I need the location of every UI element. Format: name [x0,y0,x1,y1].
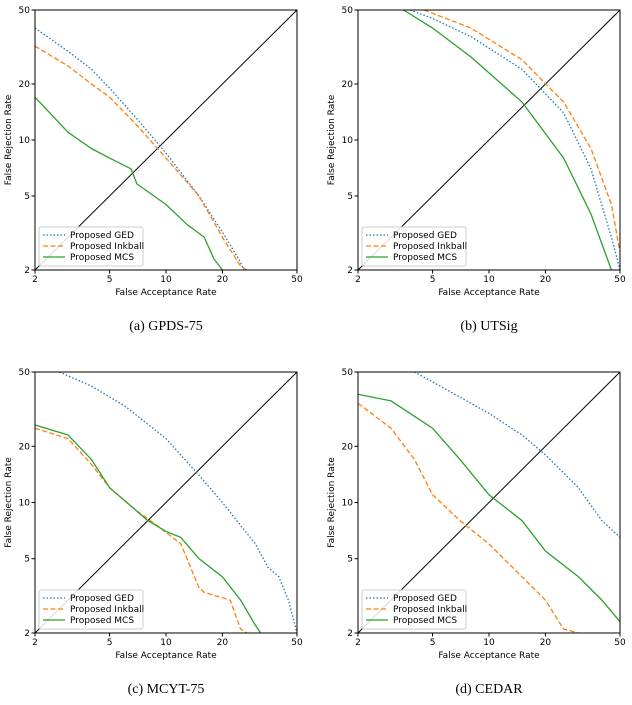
series-line [414,371,621,538]
x-axis-label: False Acceptance Rate [115,288,217,298]
plot-frame [34,9,298,271]
legend-label: Proposed Inkball [393,605,467,615]
x-axis-label: False Acceptance Rate [115,651,217,661]
legend-label: Proposed MCS [70,616,134,626]
series-line [403,9,613,271]
caption: (c) MCYT-75 [128,682,205,697]
x-tick-label: 2 [32,275,38,285]
y-tick-label: 10 [19,499,31,509]
y-tick-label: 20 [342,80,354,90]
y-tick-label: 20 [342,442,354,452]
y-axis-label: False Rejection Rate [4,94,14,185]
y-tick-label: 10 [342,499,354,509]
legend-box [361,226,467,267]
y-tick-label: 50 [19,6,31,16]
x-tick-label: 10 [160,275,172,285]
caption: (b) UTSig [460,319,517,334]
series-line [357,393,621,623]
x-tick-label: 10 [483,275,495,285]
legend-box [38,589,144,630]
legend-label: Proposed GED [70,231,134,241]
y-tick-label: 2 [24,629,30,639]
x-tick-label: 5 [430,275,436,285]
series-line [410,9,621,271]
plot-frame [357,371,621,634]
series-line [34,424,262,634]
y-tick-label: 10 [342,136,354,146]
plot-frame [357,9,621,271]
y-tick-label: 5 [24,555,30,565]
legend-label: Proposed GED [393,594,457,604]
y-axis-label: False Rejection Rate [4,457,14,548]
x-tick-label: 20 [540,638,552,648]
y-tick-label: 2 [347,629,353,639]
legend-box [38,226,144,267]
x-tick-label: 2 [32,638,38,648]
y-tick-label: 2 [347,266,353,276]
plot-frame [34,371,298,634]
y-tick-label: 5 [347,555,353,565]
series-line [423,9,621,253]
legend-box [361,589,467,630]
legend-label: Proposed MCS [393,253,457,263]
x-tick-label: 5 [107,275,113,285]
y-axis-label: False Rejection Rate [327,94,337,185]
x-tick-label: 50 [291,638,303,648]
legend-label: Proposed MCS [70,253,134,263]
y-tick-label: 20 [19,80,31,90]
y-tick-label: 50 [342,368,354,378]
series-line [357,402,579,634]
x-tick-label: 2 [355,275,361,285]
x-tick-label: 5 [107,638,113,648]
legend-label: Proposed GED [393,231,457,241]
series-line [34,427,248,634]
x-tick-label: 10 [483,638,495,648]
y-axis-label: False Rejection Rate [327,457,337,548]
x-tick-label: 20 [217,275,229,285]
legend-label: Proposed Inkball [70,605,144,615]
y-tick-label: 20 [19,442,31,452]
legend-label: Proposed MCS [393,616,457,626]
y-tick-label: 50 [342,6,354,16]
x-tick-label: 20 [217,638,229,648]
x-tick-label: 2 [355,638,361,648]
legend-label: Proposed Inkball [70,242,144,252]
y-tick-label: 2 [24,266,30,276]
series-line [34,96,223,271]
x-tick-label: 50 [291,275,303,285]
y-tick-label: 5 [347,192,353,202]
x-tick-label: 50 [614,638,626,648]
legend-label: Proposed GED [70,594,134,604]
x-tick-label: 5 [430,638,436,648]
x-tick-label: 20 [540,275,552,285]
y-tick-label: 50 [19,368,31,378]
caption: (d) CEDAR [455,682,523,697]
y-tick-label: 10 [19,136,31,146]
x-axis-label: False Acceptance Rate [438,288,540,298]
x-axis-label: False Acceptance Rate [438,651,540,661]
legend-label: Proposed Inkball [393,242,467,252]
series-line [34,45,248,271]
caption: (a) GPDS-75 [129,319,203,334]
series-line [59,371,298,634]
x-tick-label: 50 [614,275,626,285]
x-tick-label: 10 [160,638,172,648]
y-tick-label: 5 [24,192,30,202]
